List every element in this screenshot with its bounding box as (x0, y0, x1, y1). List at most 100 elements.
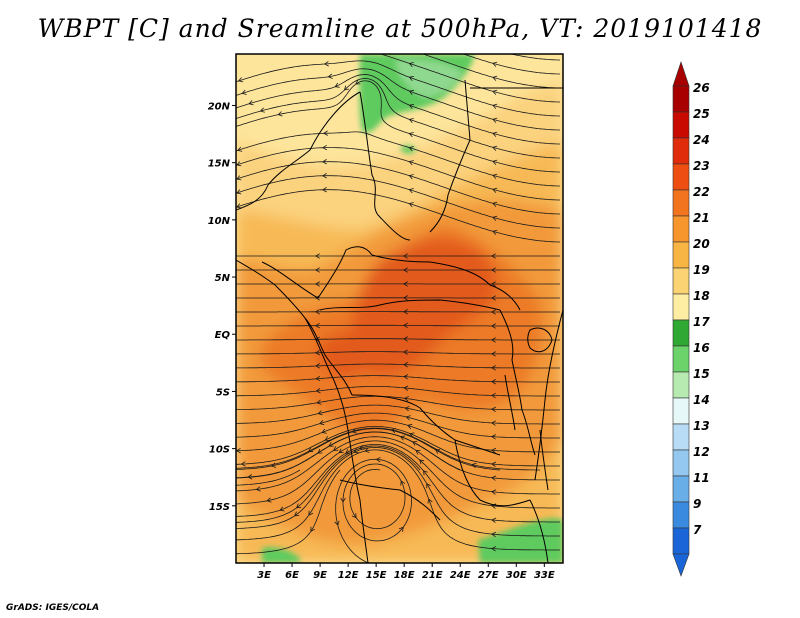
streamline (236, 175, 560, 229)
streamline-arrow (491, 295, 496, 301)
streamline-arrow (315, 387, 321, 394)
streamline-arrow (390, 428, 397, 434)
streamline (236, 404, 560, 425)
colorbar-label: 14 (693, 393, 710, 407)
streamline (236, 446, 560, 537)
streamline-arrow (408, 160, 414, 166)
streamline (236, 440, 560, 509)
streamline-arrow (315, 375, 321, 382)
streamline-arrow (259, 107, 265, 113)
colorbar-swatch (672, 423, 690, 451)
streamline-arrow (492, 159, 498, 165)
streamline-arrow (295, 503, 302, 509)
streamline-arrow (403, 362, 408, 368)
colorbar-label: 24 (693, 133, 710, 147)
streamline-arrow (408, 89, 414, 95)
streamline-arrow (491, 475, 497, 481)
wbpt-17-18-spot (400, 145, 416, 154)
streamline-arrow (324, 436, 330, 441)
boundary-zambia-zimbabwe (454, 439, 531, 507)
lat-tick-label: 10N (208, 216, 231, 227)
streamline-arrow (403, 374, 409, 380)
streamline-arrow (236, 189, 242, 195)
streamline-arrow (403, 396, 409, 402)
streamline-arrow (266, 497, 272, 503)
streamline (236, 189, 560, 243)
latitude-axis: 20N 15N 10N 5N EQ 5S 10S 15S (208, 101, 236, 513)
streamline-arrow (408, 132, 414, 138)
streamline-arrow (319, 420, 325, 426)
lat-tick-label: 20N (208, 101, 231, 112)
streamline-arrow (307, 447, 314, 453)
streamline-arrow (492, 187, 498, 193)
lon-tick-label: 27E (478, 570, 499, 581)
longitude-axis: 3E 6E 9E 12E 15E 18E 21E 24E 27E 30E 33E (257, 563, 555, 581)
streamline (236, 386, 560, 397)
streamline-arrow (279, 506, 285, 512)
boundary-car (371, 254, 521, 311)
colorbar-swatch (672, 189, 690, 217)
streamline-arrow (491, 531, 497, 538)
streamline-arrow (322, 159, 327, 165)
boundary-mozambique (529, 499, 549, 563)
lake-victoria (527, 327, 553, 353)
colorbar-label: 9 (693, 497, 701, 511)
streamline-arrow (403, 295, 408, 301)
streamline-arrow (294, 511, 300, 517)
colorbar-swatch (672, 345, 690, 373)
streamline-arrow (492, 173, 498, 179)
streamline-arrow (426, 483, 431, 489)
streamline-arrow (408, 76, 414, 81)
streamline-arrow (364, 447, 370, 453)
streamline-arrow (427, 498, 433, 504)
boundary-chad-niger (359, 91, 411, 241)
streamline (236, 74, 560, 145)
colorbar-swatch (672, 527, 690, 555)
streamline (236, 469, 301, 486)
colorbar-label: 17 (693, 315, 710, 329)
streamline-arrow (322, 187, 327, 193)
streamline-arrow (359, 444, 365, 450)
lon-tick-label: 3E (257, 570, 271, 581)
streamline-arrow (375, 456, 381, 463)
streamline (236, 444, 560, 523)
streamline-arrow (343, 85, 349, 91)
colorbar-label: 21 (693, 211, 710, 225)
lon-tick-label: 9E (313, 570, 327, 581)
streamline-arrow (407, 423, 413, 430)
streamline-arrow (491, 379, 496, 385)
streamline-arrow (323, 130, 328, 136)
streamline (236, 395, 560, 411)
lat-tick-label: EQ (215, 330, 231, 341)
colorbar-label: 18 (693, 289, 710, 303)
streamline-arrow (270, 462, 277, 468)
streamline (236, 131, 560, 187)
colorbar-swatch (672, 267, 690, 295)
streamline-arrow (492, 75, 498, 81)
colorbar-label: 13 (693, 419, 710, 433)
streamline-arrow (408, 174, 414, 180)
streamline (236, 77, 560, 159)
lat-tick-label: 5S (216, 387, 230, 398)
lat-tick-label: 15N (208, 159, 231, 170)
streamline-arrow (423, 470, 428, 476)
streamline-arrow (491, 461, 497, 468)
colorbar-label: 20 (693, 237, 710, 251)
streamline (236, 351, 560, 355)
colorbar-swatch (672, 475, 690, 503)
boundary-nigeria-cameroon (261, 246, 373, 299)
streamline-arrow (491, 392, 496, 399)
wbpt-16-17-zone-north (395, 59, 462, 98)
colorbar-min-arrow (672, 553, 690, 577)
colorbar-label: 16 (693, 341, 710, 355)
streamline-arrow (237, 146, 243, 152)
coastline-west (236, 259, 369, 563)
boundary-chad-sudan (429, 79, 471, 233)
streamline-arrow (315, 309, 320, 315)
streamline-arrow (492, 215, 498, 221)
streamline-arrow (315, 363, 321, 369)
streamline-arrow (491, 267, 496, 273)
colorbar-swatch (672, 449, 690, 477)
streamline-arrow (491, 337, 496, 343)
